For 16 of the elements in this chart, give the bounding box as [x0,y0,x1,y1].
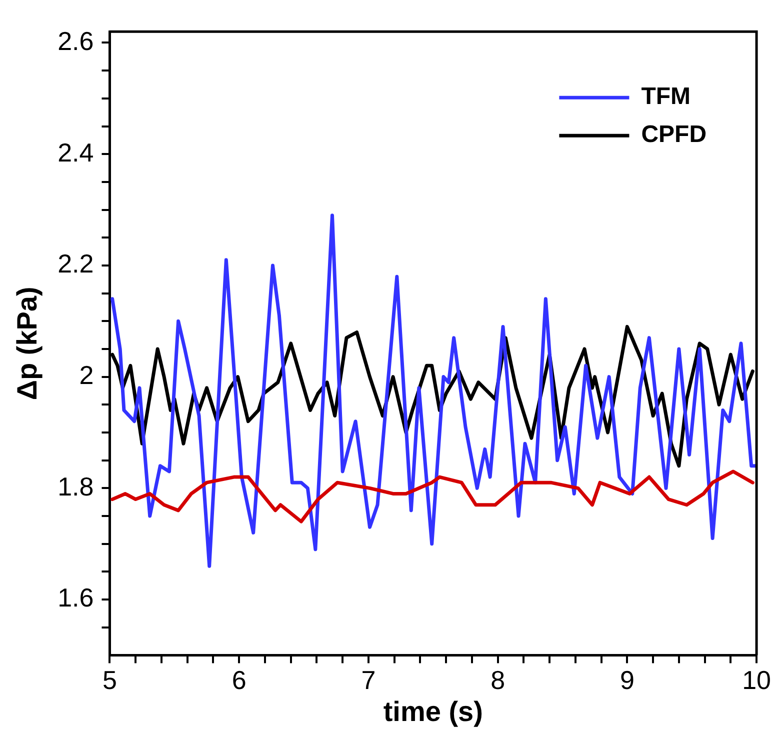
y-tick-label: 1.8 [58,471,94,502]
x-tick-label: 6 [232,664,246,695]
legend-label: CPFD [641,121,707,148]
x-tick-label: 5 [102,664,117,695]
y-tick-label: 2.2 [58,248,94,279]
y-axis-title: Δp (kPa) [12,286,43,400]
y-tick-label: 2 [79,360,94,390]
x-axis-title: time (s) [383,696,483,727]
x-tick-label: 8 [490,664,506,695]
y-tick-label: 1.6 [58,582,94,613]
y-tick-label: 2.6 [58,26,94,56]
x-tick-label: 7 [361,664,376,695]
y-tick-label: 2.4 [58,137,94,168]
legend-label: TFM [641,83,691,110]
x-tick-label: 9 [620,664,634,695]
x-tick-label: 10 [742,664,771,695]
